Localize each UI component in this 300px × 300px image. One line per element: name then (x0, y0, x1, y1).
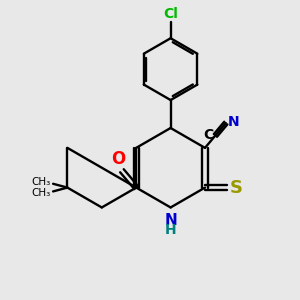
Text: S: S (230, 178, 243, 196)
Text: Cl: Cl (163, 7, 178, 21)
Text: N: N (164, 213, 177, 228)
Text: O: O (111, 150, 125, 168)
Text: N: N (228, 116, 239, 130)
Text: H: H (165, 223, 176, 237)
Text: C: C (203, 128, 213, 142)
Text: CH₃: CH₃ (31, 177, 50, 187)
Text: CH₃: CH₃ (31, 188, 50, 199)
